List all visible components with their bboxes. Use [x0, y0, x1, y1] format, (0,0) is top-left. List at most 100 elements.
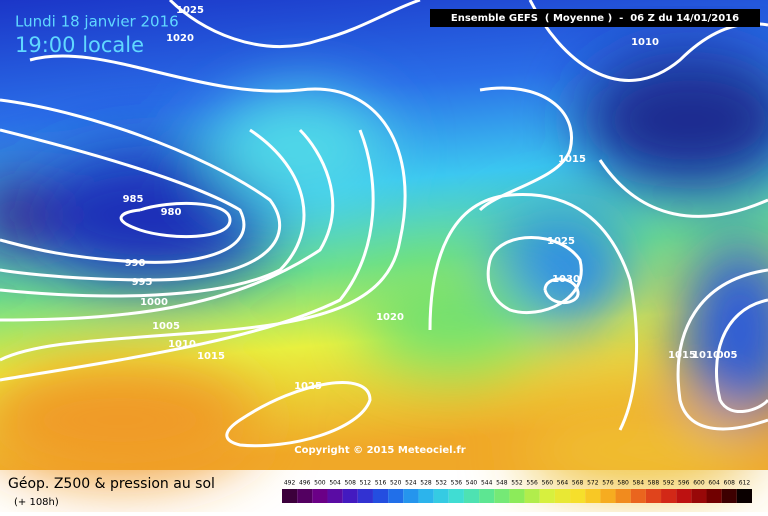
scale-label: 604	[708, 480, 720, 487]
isobar	[598, 159, 768, 218]
scale-swatch	[463, 489, 480, 503]
scale-swatch	[418, 489, 434, 503]
scale-label: 508	[344, 480, 356, 487]
scale-label: 536	[451, 480, 463, 487]
isobar	[0, 98, 282, 282]
scale-swatch	[524, 489, 540, 503]
isobar	[486, 236, 583, 315]
isobar-label: 1010	[168, 339, 196, 350]
scale-label: 544	[481, 480, 493, 487]
isobar	[0, 128, 306, 298]
scale-label: 576	[602, 480, 614, 487]
isobar	[0, 54, 407, 362]
scale-swatch	[297, 489, 313, 503]
scale-swatch	[509, 489, 525, 503]
scale-label: 524	[405, 480, 417, 487]
isobar-label: 1000	[140, 297, 168, 308]
isobar-label: 1020	[376, 312, 404, 323]
scale-label: 568	[572, 480, 584, 487]
isobar-label: 1010	[692, 350, 720, 361]
scale-label: 500	[314, 480, 326, 487]
scale-swatch	[570, 489, 586, 503]
scale-label: 608	[724, 480, 736, 487]
run-info: Ensemble GEFS ( Moyenne ) - 06 Z du 14/0…	[451, 13, 739, 24]
isobar-label: 1025	[294, 381, 322, 392]
scale-swatch	[706, 489, 722, 503]
scale-swatch	[403, 489, 419, 503]
scale-label: 564	[557, 480, 569, 487]
scale-label: 552	[511, 480, 523, 487]
scale-swatch	[388, 489, 404, 503]
isobar-label: 980	[161, 207, 182, 218]
isobar-label: 1015	[558, 154, 586, 165]
scale-label: 600	[693, 480, 705, 487]
scale-swatch	[554, 489, 571, 503]
isobars	[0, 0, 768, 446]
scale-label: 520	[390, 480, 402, 487]
scale-swatch	[676, 489, 692, 503]
color-scale: 492 496 500 504 508 512 516 520 524 528 532 536 540 5…	[282, 480, 752, 503]
scale-swatch	[327, 489, 343, 503]
isobar-label: 1025	[176, 5, 204, 16]
scale-swatch	[721, 489, 737, 503]
scale-swatch	[342, 489, 358, 503]
isobar-label: 1010	[631, 37, 659, 48]
isobar	[676, 268, 768, 431]
scale-swatch	[585, 489, 601, 503]
isobar-label: 990	[125, 258, 146, 269]
scale-label: 556	[526, 480, 538, 487]
isobar	[0, 128, 246, 264]
scale-swatch	[448, 489, 464, 503]
scale-swatch	[372, 489, 389, 503]
isobar	[715, 298, 768, 414]
scale-label: 584	[633, 480, 645, 487]
scale-swatch	[736, 489, 752, 503]
isobar	[0, 128, 335, 322]
scale-label: 516	[375, 480, 387, 487]
isobar-label: 1005	[152, 321, 180, 332]
scale-label: 528	[420, 480, 432, 487]
scale-swatch	[494, 489, 510, 503]
local-time: 19:00 locale	[15, 33, 144, 57]
isobar-label: 005	[717, 350, 738, 361]
scale-label: 492	[284, 480, 296, 487]
isobar	[478, 86, 573, 212]
scale-label: 504	[329, 480, 341, 487]
isobar-label: 985	[123, 194, 144, 205]
scale-swatch	[645, 489, 662, 503]
isobar-label: 1015	[668, 350, 696, 361]
isobar-label: 995	[132, 277, 153, 288]
scale-swatch	[630, 489, 646, 503]
scale-label: 588	[648, 480, 660, 487]
scale-label: 496	[299, 480, 311, 487]
scale-swatch	[282, 489, 298, 503]
scale-label: 540	[466, 480, 478, 487]
isobar	[543, 277, 580, 305]
isobar-label: 1030	[552, 274, 580, 285]
run-box	[430, 9, 760, 27]
scale-label: 612	[739, 480, 751, 487]
scale-label: 580	[617, 480, 629, 487]
scale-swatch	[600, 489, 616, 503]
scale-label: 560	[542, 480, 554, 487]
scale-swatch	[691, 489, 707, 503]
scale-label: 532	[435, 480, 447, 487]
scale-swatch	[312, 489, 328, 503]
scale-label: 548	[496, 480, 508, 487]
footer-lead: (+ 108h)	[14, 497, 59, 508]
isobar-label: 1020	[166, 33, 194, 44]
isobar	[0, 129, 375, 382]
isobar	[428, 192, 639, 431]
scale-label: 572	[587, 480, 599, 487]
copyright: Copyright © 2015 Meteociel.fr	[294, 445, 465, 456]
isobar	[119, 202, 232, 238]
isobar-label: 1015	[197, 351, 225, 362]
isobar	[168, 0, 421, 48]
isobar	[225, 381, 372, 448]
scale-label: 512	[360, 480, 372, 487]
scale-swatch	[433, 489, 449, 503]
scale-swatch	[661, 489, 677, 503]
